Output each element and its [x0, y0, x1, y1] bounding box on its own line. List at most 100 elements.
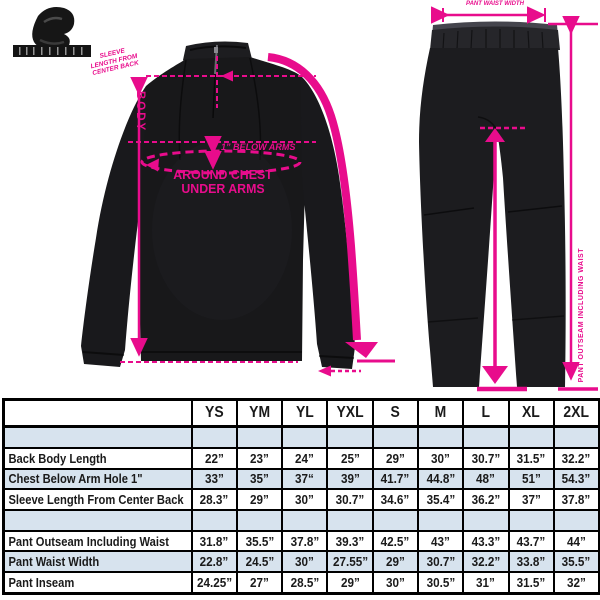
size-cell: 33.8” [507, 550, 555, 574]
size-cell: 35.5” [235, 529, 284, 553]
below-arms-label: 1” BELOW ARMS [221, 142, 296, 153]
size-cell [190, 425, 238, 449]
size-header-YL: YL [281, 398, 329, 428]
row-label: Back Body Length [2, 446, 193, 470]
size-cell: 54.3” [552, 467, 600, 491]
size-cell: 30.7” [326, 488, 374, 511]
size-cell: 48” [462, 467, 510, 491]
table-row: Back Body Length 22” 23” 24” 25” 29” 30” 30.7” 3… [2, 446, 600, 470]
size-header-YS: YS [190, 398, 238, 428]
size-cell: 33” [190, 467, 238, 491]
size-cell: 31.8” [190, 529, 238, 553]
garment-illustration [13, 6, 598, 392]
measurement-diagram: SLEEVE LENGTH FROM CENTER BACK BODY 1” B… [13, 1, 598, 392]
row-label: Pant Inseam [2, 571, 193, 595]
size-cell [371, 425, 419, 449]
size-cell: 35” [235, 467, 284, 491]
size-cell [416, 425, 465, 449]
size-header-empty [2, 398, 193, 428]
size-cell: 28.3” [190, 488, 238, 511]
table-row: Pant Inseam 24.25” 27” 28.5” 29” 30” 30.5” 31” 3… [2, 571, 600, 595]
size-cell: 27” [235, 571, 284, 595]
size-cell [235, 508, 284, 532]
size-cell: 31.5” [507, 446, 555, 470]
row-label: Pant Outseam Including Waist [2, 529, 193, 553]
size-cell: 39” [326, 467, 374, 491]
size-header-YM: YM [235, 398, 284, 428]
center-back-arrow [221, 70, 233, 82]
size-header-row: YS YM YL YXL S M L XL 2XL [2, 398, 600, 428]
size-cell: 29” [326, 571, 374, 595]
size-header-XL: XL [507, 398, 555, 428]
size-cell: 39.3” [326, 529, 374, 553]
size-cell [462, 508, 510, 532]
row-label [2, 425, 193, 449]
brand-logo-icon [13, 7, 91, 57]
size-cell: 41.7” [371, 467, 419, 491]
size-cell: 29” [371, 550, 419, 574]
size-cell: 51” [507, 467, 555, 491]
size-cell: 32.2” [462, 550, 510, 574]
size-cell: 30.5” [416, 571, 465, 595]
size-cell [507, 425, 555, 449]
pant-outseam-label: PANT OUTSEAM INCLUDING WAIST [578, 248, 585, 383]
size-cell: 31” [462, 571, 510, 595]
spacer-row [2, 508, 600, 532]
size-cell: 37.8” [552, 488, 600, 511]
size-cell [281, 425, 329, 449]
size-cell: 30” [416, 446, 465, 470]
jacket-silhouette [81, 41, 355, 369]
size-header-L: L [462, 398, 510, 428]
size-cell [552, 425, 600, 449]
size-cell: 35.5” [552, 550, 600, 574]
size-cell: 24” [281, 446, 329, 470]
size-cell [281, 508, 329, 532]
size-cell [326, 425, 374, 449]
size-cell [326, 508, 374, 532]
size-cell: 22” [190, 446, 238, 470]
size-cell [235, 425, 284, 449]
row-label: Chest Below Arm Hole 1" [2, 467, 193, 491]
pant-waist-label: PANT WAIST WIDTH [466, 1, 524, 7]
inseam-arrow-down [482, 366, 508, 384]
size-cell: 25” [326, 446, 374, 470]
size-cell [190, 508, 238, 532]
size-cell: 30” [371, 571, 419, 595]
row-label: Sleeve Length From Center Back [2, 488, 193, 511]
size-cell: 27.55” [326, 550, 374, 574]
size-cell: 24.25” [190, 571, 238, 595]
table-row: Chest Below Arm Hole 1" 33” 35” 37“ 39” 41.7”… [2, 467, 600, 491]
size-cell: 34.6” [371, 488, 419, 511]
table-row: Pant Outseam Including Waist 31.8” 35.5” 37… [2, 529, 600, 553]
pants-silhouette [419, 21, 566, 387]
size-cell [416, 508, 465, 532]
size-cell: 42.5” [371, 529, 419, 553]
size-table: YS YM YL YXL S M L XL 2XL Back Body Length 22” 23”… [2, 398, 600, 595]
sleeve-arrow-down [345, 342, 378, 358]
measurement-annotations [120, 6, 598, 392]
sleeve-length-line [267, 53, 361, 341]
size-cell: 44” [552, 529, 600, 553]
size-cell: 29” [371, 446, 419, 470]
size-cell: 43.3” [462, 529, 510, 553]
size-cell: 35.4” [416, 488, 465, 511]
size-header-YXL: YXL [326, 398, 374, 428]
body-length-label: BODY [134, 91, 146, 133]
spacer-row [2, 425, 600, 449]
row-label [2, 508, 193, 532]
size-cell: 30” [281, 550, 329, 574]
row-label: Pant Waist Width [2, 550, 193, 574]
size-cell: 30” [281, 488, 329, 511]
inseam-arrow-up [485, 128, 505, 142]
size-cell: 23” [235, 446, 284, 470]
size-cell: 22.8” [190, 550, 238, 574]
size-header-S: S [371, 398, 419, 428]
size-cell: 29” [235, 488, 284, 511]
size-cell: 28.5” [281, 571, 329, 595]
size-cell: 32” [552, 571, 600, 595]
size-cell: 36.2” [462, 488, 510, 511]
size-cell: 43” [416, 529, 465, 553]
chest-arrow [146, 158, 159, 172]
size-cell: 30.7” [416, 550, 465, 574]
